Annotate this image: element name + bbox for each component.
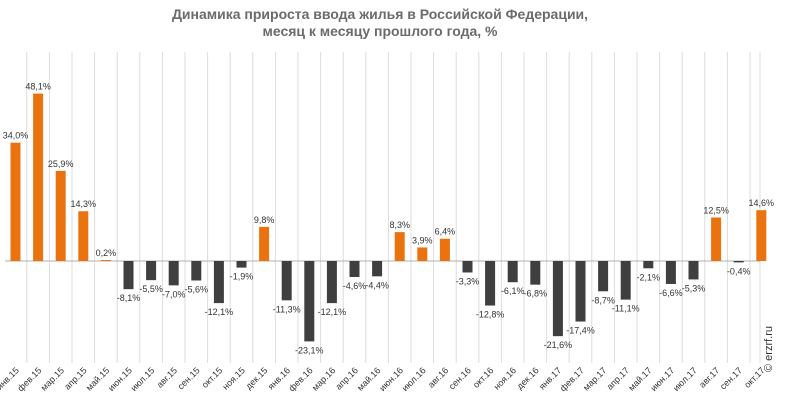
bar [259,226,270,261]
x-tick-label: фев.15 [15,365,43,393]
x-tick-label: июл.15 [129,365,157,393]
data-label: 48,1% [25,82,51,92]
bar [281,261,292,301]
bar [236,261,247,268]
x-tick-label: мар.17 [581,365,608,392]
x-tick-label: авг.17 [697,365,721,389]
x-tick-label: май.15 [84,365,111,392]
data-label: 9,8% [254,215,275,225]
chart-title: Динамика прироста ввода жилья в Российск… [171,6,589,22]
bar [485,261,496,306]
bar [100,260,111,261]
bar [349,261,360,278]
data-label: -5,5% [139,284,163,294]
x-tick-label: фев.16 [287,365,315,393]
x-tick-label: май.16 [355,365,382,392]
data-label: -12,1% [318,307,347,317]
data-label: 14,6% [749,198,775,208]
data-label: -21,6% [544,340,573,350]
bar [123,261,134,290]
data-label: -6,8% [524,289,548,299]
bar [168,261,179,286]
data-label: 14,3% [71,199,97,209]
data-label: -1,9% [230,272,254,282]
data-label: 3,9% [412,235,433,245]
data-label: -5,6% [185,284,209,294]
x-tick-label: авг.15 [155,365,179,389]
data-label: -4,4% [365,280,389,290]
bar [146,261,157,281]
bar [213,261,224,304]
data-label: -12,8% [476,310,505,320]
chart-title-block: Динамика прироста ввода жилья в Российск… [0,6,760,40]
data-label: -4,6% [343,281,367,291]
x-tick-label: сен.17 [718,365,744,391]
x-tick-label: июл.16 [400,365,428,393]
data-label: -7,0% [162,289,186,299]
data-label: -6,6% [659,288,683,298]
data-label: -6,1% [501,286,525,296]
bar [439,238,450,261]
bar [326,261,337,304]
bar [688,261,699,280]
data-label: -5,3% [682,283,706,293]
data-label: 34,0% [3,131,29,141]
bar [78,211,89,261]
x-tick-label: сен.15 [176,365,202,391]
bar [10,142,21,261]
x-tick-label: авг.16 [426,365,450,389]
bar [530,261,541,285]
watermark: © erzrf.ru [763,326,775,372]
x-tick-label: дек.15 [244,365,270,391]
x-tick-label: июл.17 [671,365,699,393]
bar [756,210,767,261]
data-label: 12,5% [703,206,729,216]
bar [643,261,654,269]
data-label: 0,2% [96,248,117,258]
x-tick-label: май.17 [626,365,653,392]
bar [33,93,44,261]
bar [417,247,428,261]
bar [552,261,563,337]
x-tick-label: июн.15 [106,365,134,393]
x-tick-label: июн.16 [377,365,405,393]
x-tick-label: ноя.16 [492,365,518,391]
bar [55,170,66,261]
bar [462,261,473,273]
bar [372,261,383,277]
x-tick-label: фев.17 [558,365,586,393]
bar [598,261,609,292]
x-tick-label: мар.15 [39,365,66,392]
data-label: -12,1% [205,307,234,317]
x-tick-label: мар.16 [310,365,337,392]
data-label: -17,4% [566,326,595,336]
x-tick-label: дек.16 [515,365,541,391]
bar [711,217,722,261]
bar [507,261,518,283]
bar [733,261,744,263]
data-label: -11,1% [612,304,640,314]
data-label: -8,1% [117,293,141,303]
bar [620,261,631,300]
bar [665,261,676,284]
chart-subtitle: месяц к месяцу прошлого года, % [262,23,498,39]
data-label: 25,9% [48,159,74,169]
bar [304,261,315,342]
data-label: 8,3% [389,220,410,230]
x-tick-label: июн.17 [649,365,677,393]
x-tick-label: сен.16 [447,365,473,391]
bar [575,261,586,322]
x-tick-label: ноя.15 [220,365,246,391]
data-label: -2,1% [637,272,661,282]
data-label: -0,4% [727,266,751,276]
data-label: -8,7% [591,295,615,305]
data-label: 6,4% [435,227,456,237]
bar [191,261,202,281]
data-label: -3,3% [456,276,480,286]
bar [394,232,405,261]
data-label: -23,1% [295,345,324,355]
data-label: -11,3% [273,304,301,314]
